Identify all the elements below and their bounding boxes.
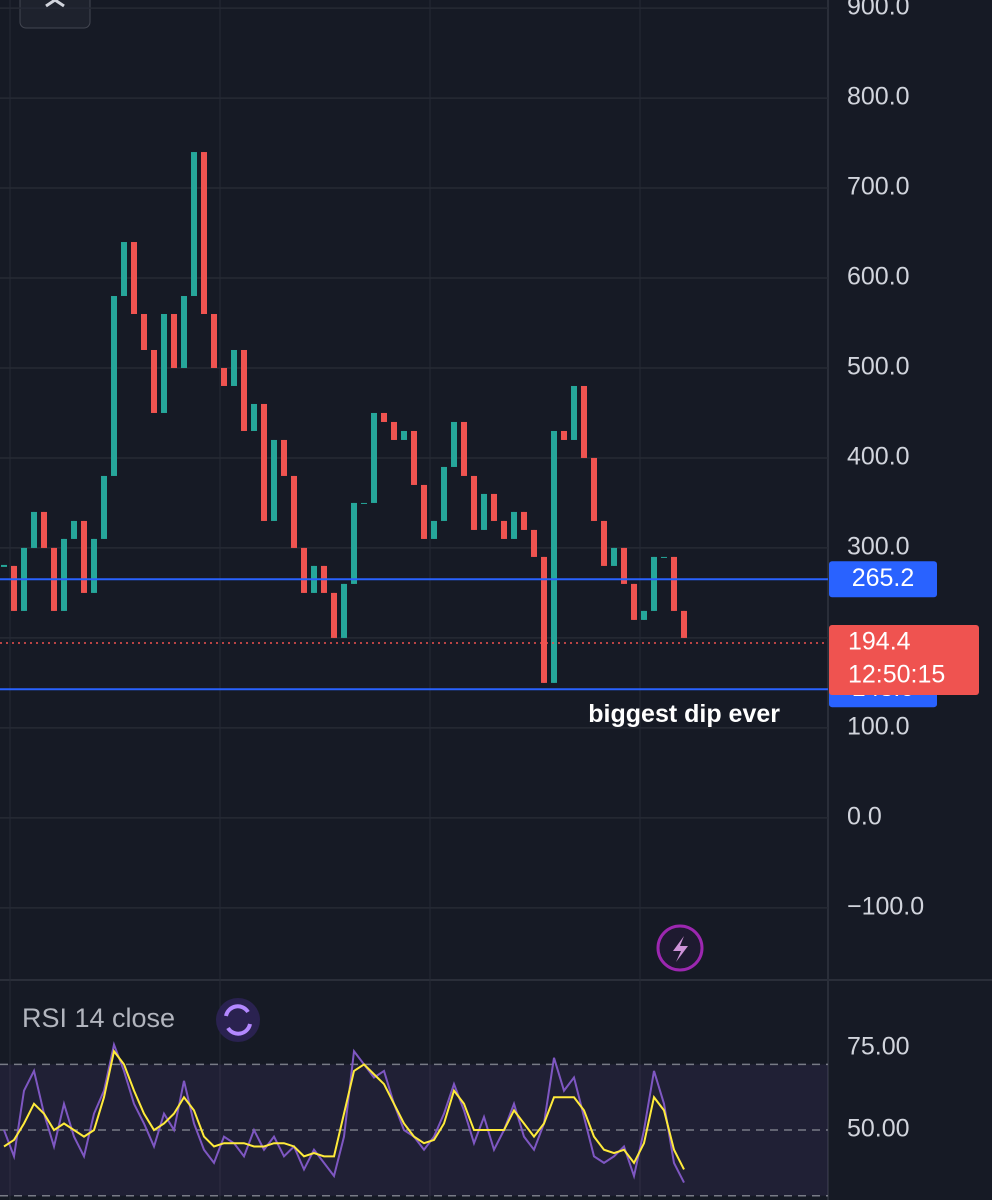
candle [461,421,467,476]
candle [571,385,577,440]
candle [401,430,407,440]
candle [521,511,527,530]
candle [61,538,67,611]
vertical-grid [9,0,641,1200]
candle [531,529,537,557]
candle [591,457,597,521]
candle [261,403,267,521]
candle [661,556,667,558]
last-price-box [829,624,979,695]
candle [1,564,7,567]
y-tick-label: 800.0 [847,83,910,111]
y-tick-label: 400.0 [847,443,910,471]
candle [671,556,677,611]
y-tick-label: 700.0 [847,173,910,201]
candle [271,439,277,521]
candle [601,520,607,566]
candle [141,314,147,350]
close-button-box[interactable] [19,0,91,29]
annotation: biggest dip ever [588,700,780,728]
candle [371,412,377,503]
candle [551,430,557,683]
candle [231,349,237,386]
candle [111,296,117,476]
candle [281,439,287,476]
rsi-icon[interactable] [224,1004,252,1036]
candle [631,583,637,620]
candle [441,466,447,521]
candle [331,592,337,638]
candle [451,421,457,467]
candle [171,314,177,368]
candle [651,556,657,611]
candle [361,502,367,504]
close-icon[interactable] [45,0,65,8]
close-button[interactable] [19,0,91,29]
rsi-line [3,1041,685,1184]
y-tick-label: 75.00 [847,1033,910,1061]
candle [471,475,477,530]
candle [511,511,517,539]
y-tick-label: 500.0 [847,353,910,381]
candle [211,314,217,368]
candle [41,511,47,548]
candle [481,493,487,530]
y-tick-label: 300.0 [847,533,910,561]
candle [681,610,687,638]
candle [241,349,247,431]
last-price-label: 194.4 [848,628,911,656]
candle [391,421,397,440]
countdown-label: 12:50:15 [848,661,945,689]
lightning-icon[interactable] [673,936,688,962]
candle [221,367,227,386]
level-label-box [829,561,937,598]
rsi-line [3,1048,685,1170]
candle [191,152,197,297]
y-tick-label: 50.00 [847,1115,910,1143]
candle [381,412,387,422]
candle [541,556,547,683]
candle [341,583,347,638]
candle [91,538,97,593]
candle [131,242,137,315]
candle [181,296,187,368]
rsi-icon-bg[interactable] [216,998,260,1042]
candle [491,493,497,521]
rsi-settings-icon[interactable] [216,998,260,1042]
y-tick-label: 0.0 [847,802,882,830]
candle [11,565,17,611]
candle [611,547,617,566]
candle [81,520,87,593]
candle [501,520,507,539]
y-tick-label: 900.0 [847,0,910,21]
lightning-button[interactable] [656,924,704,972]
candle [621,547,627,584]
candle [351,502,357,584]
y-tick-label: 600.0 [847,263,910,291]
candle [161,314,167,413]
candle [411,430,417,485]
candle [291,475,297,548]
y-tick-label: 100.0 [847,712,910,740]
candle [151,349,157,413]
candle [251,403,257,431]
rsi-title: RSI 14 close [22,1003,175,1033]
candle [71,520,77,539]
candle [31,511,37,548]
candle [641,610,647,620]
y-tick-label: −100.0 [847,892,924,920]
level-label: 265.2 [852,564,915,592]
candle [201,152,207,315]
candle [581,385,587,458]
candle [421,484,427,539]
candle [431,520,437,539]
candle [301,547,307,593]
candle [101,475,107,539]
candle [561,430,567,440]
candle [121,242,127,297]
